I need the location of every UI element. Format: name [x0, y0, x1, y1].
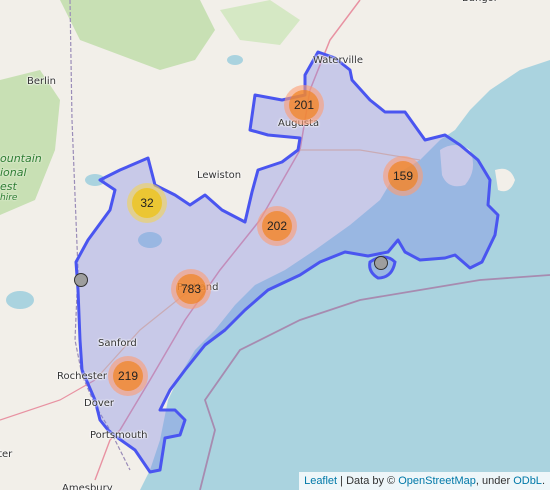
forest-label: est — [0, 180, 17, 193]
odbl-link[interactable]: ODbL — [513, 475, 542, 487]
lake — [227, 55, 243, 65]
island — [440, 145, 474, 187]
place-label-portsmouth: Portsmouth — [90, 430, 148, 441]
lake — [6, 291, 34, 309]
cluster-marker[interactable]: 32 — [127, 183, 167, 223]
forest-area — [60, 0, 215, 70]
place-label-amesbury: Amesbury — [62, 483, 113, 490]
cluster-marker[interactable]: 783 — [171, 269, 211, 309]
road — [0, 379, 96, 421]
attribution-bar: Leaflet | Data by © OpenStreetMap, under… — [299, 472, 550, 490]
forest-area — [220, 0, 300, 45]
point-marker[interactable] — [74, 273, 88, 287]
forest-label: hire — [0, 193, 18, 203]
maritime-boundary — [199, 274, 550, 490]
cluster-count: 201 — [289, 90, 319, 120]
attribution-text: . — [541, 475, 545, 487]
attribution-text: , under — [475, 475, 514, 487]
cluster-count: 159 — [388, 161, 418, 191]
leaflet-link[interactable]: Leaflet — [304, 475, 338, 487]
forest-area — [0, 70, 60, 215]
attribution-text: | Data by © — [337, 475, 399, 487]
island — [495, 168, 515, 192]
road — [94, 429, 121, 481]
cluster-marker[interactable]: 202 — [257, 206, 297, 246]
place-label-berlin: Berlin — [27, 76, 57, 87]
cluster-marker[interactable]: 219 — [108, 356, 148, 396]
forest-label: ountain — [0, 152, 42, 165]
lake — [138, 232, 162, 248]
region-polygon — [74, 50, 500, 474]
place-label-lewiston: Lewiston — [197, 170, 242, 181]
place-label-bangor: Bangor — [462, 0, 498, 4]
road — [94, 289, 191, 381]
osm-link[interactable]: OpenStreetMap — [398, 475, 476, 487]
cluster-count: 32 — [132, 188, 162, 218]
place-label-dover: Dover — [84, 398, 114, 409]
forest-label: ional — [0, 166, 27, 179]
point-marker[interactable] — [374, 256, 388, 270]
cluster-marker[interactable]: 201 — [284, 85, 324, 125]
place-label-waterville: Waterville — [313, 55, 363, 66]
cluster-marker[interactable]: 159 — [383, 156, 423, 196]
cluster-count: 783 — [176, 274, 206, 304]
state-border — [69, 0, 131, 471]
lake — [85, 174, 105, 186]
cluster-count: 219 — [113, 361, 143, 391]
place-label-sanford: Sanford — [98, 338, 137, 349]
cluster-count: 202 — [262, 211, 292, 241]
place-label-rochester: Rochester — [57, 371, 107, 382]
place-label-exeter: Exeter — [0, 449, 13, 460]
